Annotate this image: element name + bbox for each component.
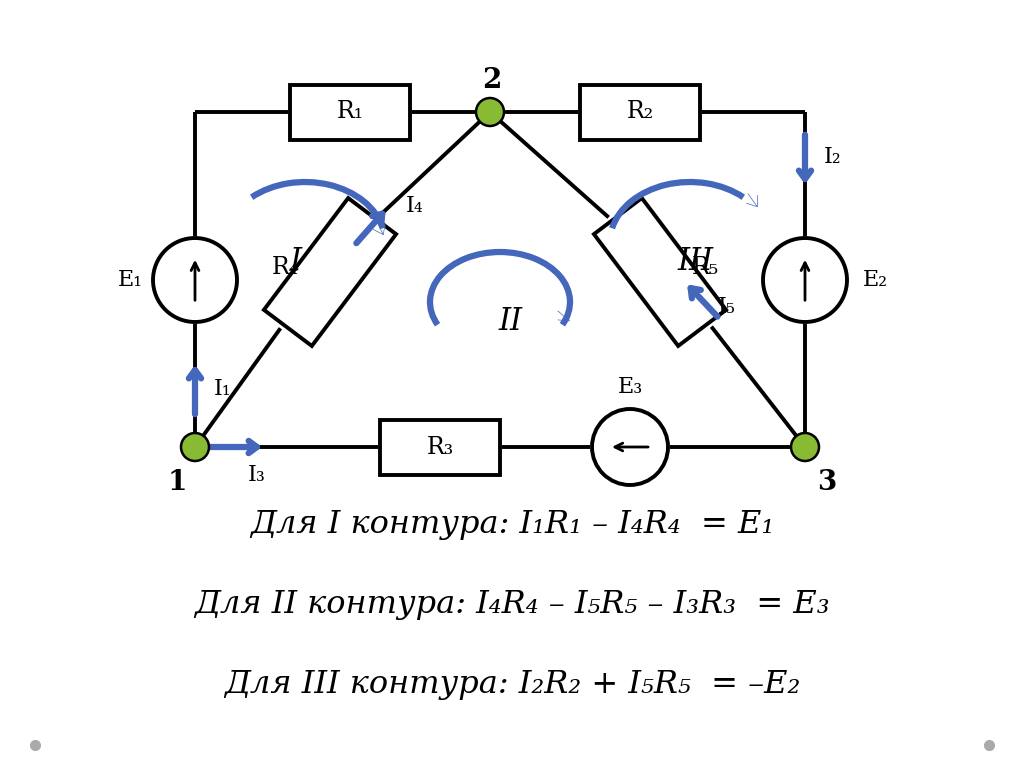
Text: I: I bbox=[289, 246, 301, 278]
Circle shape bbox=[181, 433, 209, 461]
Text: R₁: R₁ bbox=[337, 100, 364, 123]
Text: Для I контура: I₁R₁ – I₄R₄  = E₁: Для I контура: I₁R₁ – I₄R₄ = E₁ bbox=[250, 509, 774, 541]
Text: Для III контура: I₂R₂ + I₅R₅  = –E₂: Для III контура: I₂R₂ + I₅R₅ = –E₂ bbox=[224, 670, 800, 700]
Text: I₂: I₂ bbox=[824, 146, 842, 168]
Text: II: II bbox=[498, 307, 522, 337]
Text: R₂: R₂ bbox=[627, 100, 653, 123]
Polygon shape bbox=[580, 84, 700, 140]
Polygon shape bbox=[264, 198, 396, 346]
Text: R₃: R₃ bbox=[426, 436, 454, 459]
Text: E₃: E₃ bbox=[617, 376, 643, 398]
Text: E₂: E₂ bbox=[862, 269, 888, 291]
Text: I₃: I₃ bbox=[248, 464, 266, 486]
Polygon shape bbox=[290, 84, 410, 140]
Text: E₁: E₁ bbox=[118, 269, 142, 291]
Text: R₅: R₅ bbox=[691, 255, 719, 278]
Circle shape bbox=[763, 238, 847, 322]
Text: 1: 1 bbox=[167, 469, 186, 495]
Text: I₁: I₁ bbox=[214, 378, 231, 400]
Text: I₄: I₄ bbox=[406, 195, 424, 217]
Text: I₅: I₅ bbox=[718, 295, 735, 318]
Text: 2: 2 bbox=[482, 67, 502, 94]
Polygon shape bbox=[380, 420, 500, 475]
Text: 3: 3 bbox=[817, 469, 837, 495]
Text: Для II контура: I₄R₄ – I₅R₅ – I₃R₃  = E₃: Для II контура: I₄R₄ – I₅R₅ – I₃R₃ = E₃ bbox=[195, 590, 829, 621]
Text: III: III bbox=[677, 246, 713, 278]
Circle shape bbox=[153, 238, 237, 322]
Polygon shape bbox=[594, 198, 726, 346]
Circle shape bbox=[592, 409, 668, 485]
Circle shape bbox=[476, 98, 504, 126]
Circle shape bbox=[791, 433, 819, 461]
Text: R₄: R₄ bbox=[271, 255, 299, 278]
